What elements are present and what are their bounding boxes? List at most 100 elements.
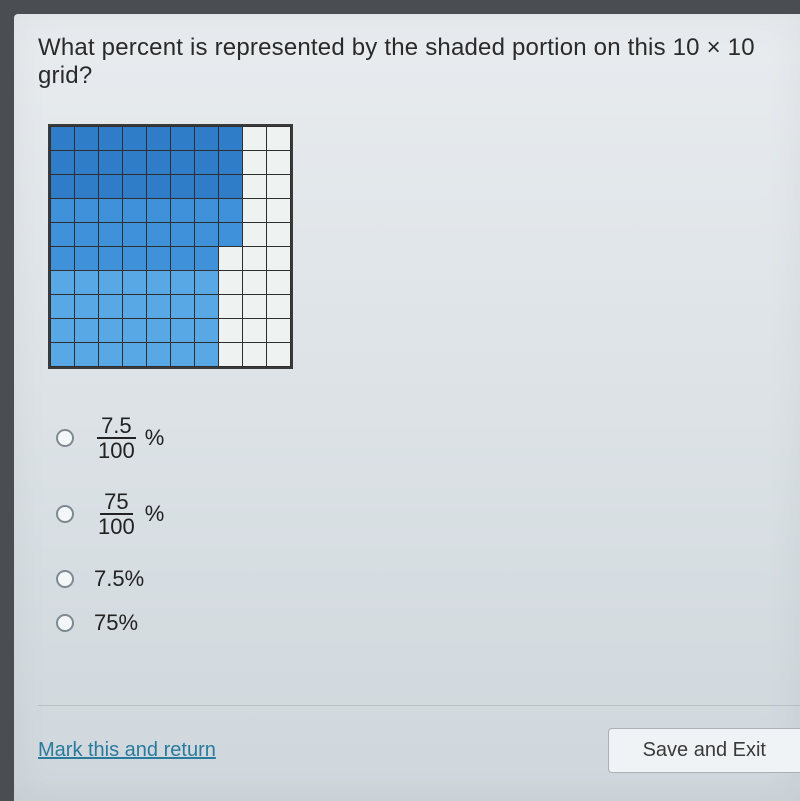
radio-icon[interactable] [56,505,74,523]
grid-cell [171,247,195,271]
grid-cell [171,343,195,367]
option-2[interactable]: 75 100 % [56,490,776,538]
grid-cell [123,151,147,175]
question-panel: What percent is represented by the shade… [14,14,800,801]
grid-cell [123,127,147,151]
grid-cell [219,151,243,175]
grid-table [50,126,291,367]
grid-cell [243,199,267,223]
grid-cell [75,343,99,367]
grid-cell [51,319,75,343]
grid-cell [171,319,195,343]
grid-cell [51,271,75,295]
grid-cell [147,319,171,343]
option-4-label: 75% [94,610,138,636]
grid-cell [267,319,291,343]
grid-cell [243,175,267,199]
grid-cell [99,319,123,343]
grid-cell [219,247,243,271]
grid-cell [219,319,243,343]
save-exit-button[interactable]: Save and Exit [608,728,800,773]
grid-cell [123,295,147,319]
grid-cell [75,199,99,223]
grid-cell [147,343,171,367]
grid-cell [195,271,219,295]
grid-cell [219,271,243,295]
grid-cell [171,223,195,247]
grid-cell [195,199,219,223]
grid-cell [171,151,195,175]
grid-cell [123,247,147,271]
grid-cell [267,295,291,319]
grid-cell [171,175,195,199]
option-1[interactable]: 7.5 100 % [56,414,776,462]
grid-cell [171,199,195,223]
grid-cell [243,151,267,175]
grid-cell [99,271,123,295]
grid-cell [267,247,291,271]
grid-cell [267,343,291,367]
grid-cell [123,343,147,367]
grid-cell [123,319,147,343]
screen-background: What percent is represented by the shade… [0,0,800,801]
grid-cell [195,223,219,247]
option-1-label: 7.5 100 % [94,414,164,462]
grid-cell [243,127,267,151]
grid-cell [51,223,75,247]
grid-cell [171,295,195,319]
grid-cell [147,127,171,151]
percent-grid [48,124,293,369]
grid-cell [195,127,219,151]
grid-cell [51,151,75,175]
grid-cell [243,223,267,247]
grid-cell [243,271,267,295]
grid-cell [195,295,219,319]
grid-cell [99,223,123,247]
grid-cell [99,295,123,319]
grid-cell [195,247,219,271]
grid-cell [195,151,219,175]
grid-cell [267,175,291,199]
grid-cell [219,223,243,247]
radio-icon[interactable] [56,614,74,632]
grid-cell [267,199,291,223]
grid-cell [195,175,219,199]
grid-cell [243,343,267,367]
mark-return-link[interactable]: Mark this and return [38,739,216,762]
grid-cell [75,175,99,199]
radio-icon[interactable] [56,429,74,447]
grid-cell [75,247,99,271]
grid-cell [219,175,243,199]
grid-cell [195,343,219,367]
grid-cell [51,175,75,199]
grid-cell [147,223,171,247]
grid-cell [147,199,171,223]
grid-cell [267,223,291,247]
grid-cell [147,151,171,175]
grid-cell [75,319,99,343]
grid-cell [147,175,171,199]
option-3[interactable]: 7.5% [56,566,776,592]
grid-cell [195,319,219,343]
grid-cell [99,151,123,175]
option-2-label: 75 100 % [94,490,164,538]
radio-icon[interactable] [56,570,74,588]
grid-cell [267,151,291,175]
grid-cell [243,295,267,319]
grid-cell [219,343,243,367]
grid-cell [243,247,267,271]
option-4[interactable]: 75% [56,610,776,636]
grid-cell [219,295,243,319]
grid-cell [219,199,243,223]
question-text: What percent is represented by the shade… [38,34,776,90]
grid-cell [75,271,99,295]
answer-options: 7.5 100 % 75 100 % 7.5% [56,414,776,636]
grid-cell [123,199,147,223]
grid-cell [147,247,171,271]
grid-cell [219,127,243,151]
grid-cell [51,295,75,319]
footer-bar: Mark this and return Save and Exit [38,705,800,773]
grid-cell [99,175,123,199]
grid-cell [123,223,147,247]
grid-cell [171,127,195,151]
